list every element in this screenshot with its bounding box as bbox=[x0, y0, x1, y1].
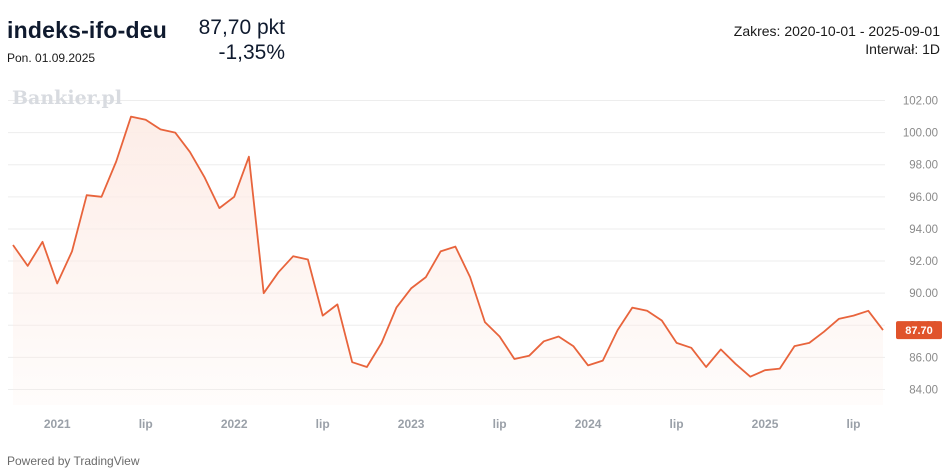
x-tick-label: lip bbox=[139, 417, 153, 431]
price-line bbox=[12, 115, 884, 378]
range-info: Zakres: 2020-10-01 - 2025-09-01 Interwał… bbox=[734, 22, 940, 58]
x-tick-label: 2024 bbox=[575, 417, 602, 431]
x-tick-label: lip bbox=[847, 417, 861, 431]
x-tick-label: 2021 bbox=[44, 417, 71, 431]
y-tick-label: 86.00 bbox=[909, 352, 938, 364]
range-text: Zakres: 2020-10-01 - 2025-09-01 bbox=[733, 23, 940, 39]
y-tick-label: 98.00 bbox=[909, 160, 938, 172]
last-price-marker: 87.70 bbox=[896, 321, 942, 340]
bankier-watermark-logo: Bankier.pl bbox=[12, 87, 123, 109]
y-tick-label: 90.00 bbox=[909, 288, 938, 300]
y-tick-label: 84.00 bbox=[909, 385, 938, 397]
last-price-badge bbox=[896, 321, 942, 340]
powered-by-link[interactable]: Powered by TradingView bbox=[7, 454, 140, 468]
x-axis: 2021 lip 2022 lip 2023 lip 2024 lip 2025 lip bbox=[44, 417, 861, 431]
ticker-symbol: indeks-ifo-deu bbox=[7, 17, 167, 43]
x-tick-label: lip bbox=[316, 417, 330, 431]
y-tick-label: 102.00 bbox=[903, 96, 938, 108]
y-axis: 102.00100.0098.0096.0094.0092.0090.0088.… bbox=[903, 96, 938, 397]
x-tick-label: 2025 bbox=[752, 417, 779, 431]
y-tick-label: 100.00 bbox=[903, 128, 938, 140]
quote-date: Pon. 01.09.2025 bbox=[7, 51, 96, 65]
interval-text: Interwał: 1D bbox=[865, 41, 940, 57]
quote-change: -1,35% bbox=[218, 41, 285, 64]
x-tick-label: lip bbox=[670, 417, 684, 431]
y-tick-label: 92.00 bbox=[909, 256, 938, 268]
area-fill bbox=[13, 116, 883, 405]
x-tick-label: 2022 bbox=[221, 417, 248, 431]
last-price-label: 87.70 bbox=[905, 325, 933, 337]
quote-price: 87,70 pkt bbox=[198, 16, 285, 39]
x-tick-label: lip bbox=[493, 417, 507, 431]
x-tick-label: 2023 bbox=[398, 417, 425, 431]
y-tick-label: 96.00 bbox=[909, 192, 938, 204]
y-tick-label: 94.00 bbox=[909, 224, 938, 236]
